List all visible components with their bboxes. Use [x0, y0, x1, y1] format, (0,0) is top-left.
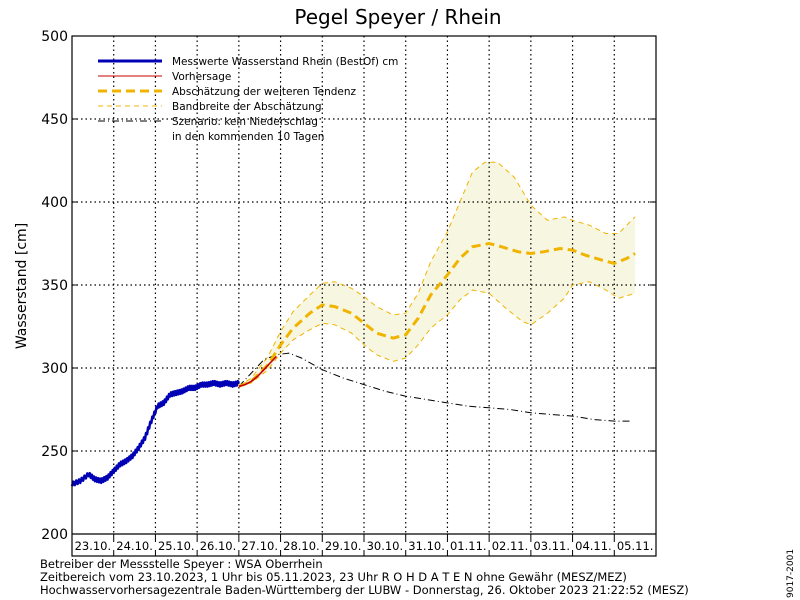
- y-tick-label: 500: [41, 29, 68, 45]
- x-tick-label: 04.11.: [575, 539, 612, 553]
- tendency-line: [238, 241, 636, 388]
- x-tick-label: 28.10.: [283, 539, 320, 553]
- y-tick-label: 400: [41, 195, 68, 211]
- x-tick-label: 25.10.: [158, 539, 195, 553]
- x-tick-label: 05.11.: [617, 539, 654, 553]
- x-tick-label: 31.10.: [408, 539, 445, 553]
- legend-label: Bandbreite der Abschätzung: [172, 101, 322, 113]
- legend-label: Abschätzung der weiteren Tendenz: [172, 86, 357, 98]
- footer-publisher: Hochwasservorhersagezentrale Baden-Württ…: [40, 583, 689, 597]
- legend-label: Szenario: kein Niederschlag: [172, 116, 318, 128]
- legend: Messwerte Wasserstand Rhein (BestOf) cm V…: [98, 56, 398, 143]
- plot-area: 200 250 300 350 400 450 500 23.10. 24.10. 25.10. 2…: [41, 29, 657, 557]
- range-band-line: [238, 281, 636, 387]
- scenario-line: [238, 352, 631, 422]
- legend-label: Vorhersage: [172, 71, 231, 83]
- y-tick-label: 300: [41, 361, 68, 377]
- footer-operator: Betreiber der Messstelle Speyer : WSA Ob…: [40, 557, 323, 571]
- x-tick-label: 23.10.: [75, 539, 112, 553]
- range-band-fill: [238, 162, 636, 387]
- x-tick-label: 26.10.: [200, 539, 237, 553]
- footer-time-range: Zeitbereich vom 23.10.2023, 1 Uhr bis 05…: [40, 570, 627, 584]
- x-tick-label: 27.10.: [241, 539, 278, 553]
- x-tick-label: 01.11.: [450, 539, 487, 553]
- measured-line: [70, 379, 240, 487]
- range-band-line: [238, 161, 636, 387]
- x-tick-label: 30.10.: [367, 539, 404, 553]
- plot-frame: [71, 35, 657, 557]
- legend-label: in den kommenden 10 Tagen: [172, 131, 324, 143]
- y-axis-label: Wasserstand [cm]: [14, 223, 30, 349]
- x-tick-label: 02.11.: [492, 539, 529, 553]
- y-tick-label: 450: [41, 112, 68, 128]
- x-tick-label: 03.11.: [533, 539, 570, 553]
- y-tick-label: 250: [41, 444, 68, 460]
- x-tick-label: 29.10.: [325, 539, 362, 553]
- y-tick-label: 200: [41, 527, 68, 543]
- legend-label: Messwerte Wasserstand Rhein (BestOf) cm: [172, 56, 398, 68]
- x-tick-label: 24.10.: [116, 539, 153, 553]
- forecast-line: [238, 355, 277, 388]
- y-tick-label: 350: [41, 278, 68, 294]
- station-code: 9017-2001: [786, 549, 796, 598]
- chart-title: Pegel Speyer / Rhein: [294, 5, 501, 29]
